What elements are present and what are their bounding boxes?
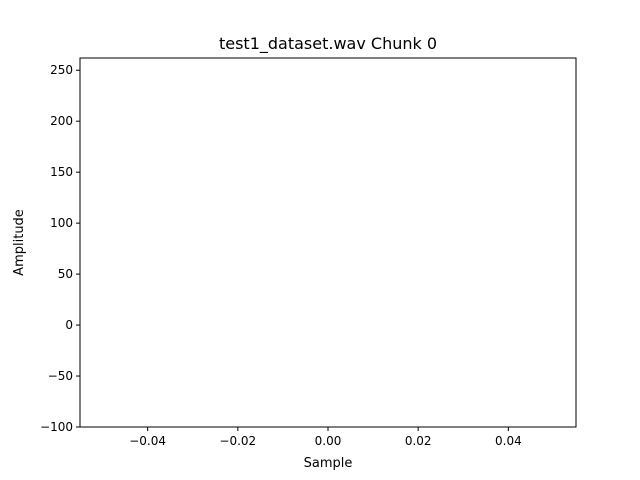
- x-tick-label: 0.00: [315, 434, 342, 448]
- x-tick-label: −0.02: [219, 434, 256, 448]
- axes-frame: [79, 57, 577, 428]
- y-axis-label: Amplitude: [12, 209, 27, 276]
- chart-title: test1_dataset.wav Chunk 0: [219, 34, 437, 54]
- y-tick-label: 150: [50, 165, 73, 179]
- y-tick-label: −100: [40, 420, 73, 434]
- y-axis-ticks: −100 −50 0 50 100 150 200 250: [40, 63, 80, 434]
- y-tick-label: 0: [65, 318, 73, 332]
- x-tick-label: 0.02: [405, 434, 432, 448]
- y-tick-label: 100: [50, 216, 73, 230]
- y-tick-label: 250: [50, 63, 73, 77]
- x-axis-label: Sample: [304, 456, 353, 471]
- y-tick-label: 50: [58, 267, 73, 281]
- x-tick-label: 0.04: [495, 434, 522, 448]
- x-tick-label: −0.04: [129, 434, 166, 448]
- y-tick-label: 200: [50, 114, 73, 128]
- plot-area: [79, 57, 577, 428]
- x-axis-ticks: −0.04 −0.02 0.00 0.02 0.04: [129, 427, 522, 448]
- y-tick-label: −50: [48, 369, 73, 383]
